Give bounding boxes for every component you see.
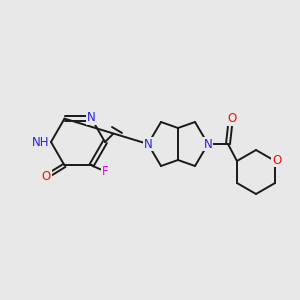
Text: O: O <box>42 170 51 183</box>
Text: O: O <box>272 154 282 166</box>
Text: F: F <box>102 165 109 178</box>
Text: O: O <box>227 112 237 125</box>
Text: N: N <box>204 137 212 151</box>
Text: N: N <box>144 137 152 151</box>
Text: N: N <box>87 111 96 124</box>
Text: NH: NH <box>32 136 49 148</box>
